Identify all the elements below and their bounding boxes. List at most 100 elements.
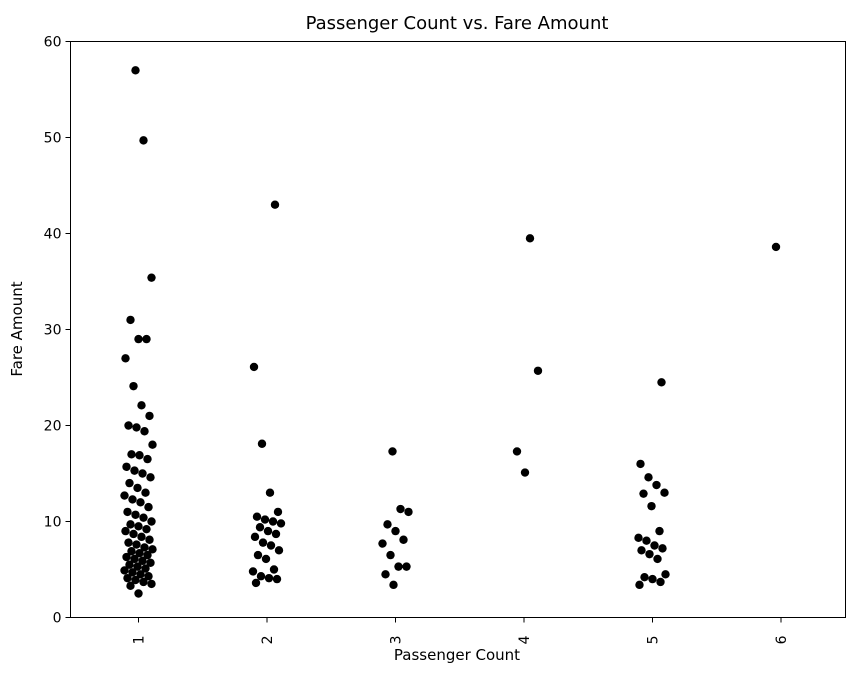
data-point	[645, 549, 654, 559]
data-point	[256, 572, 266, 581]
data-point	[399, 535, 408, 544]
data-point	[386, 550, 395, 560]
data-point	[137, 532, 146, 542]
data-point	[389, 580, 398, 590]
data-point	[272, 574, 282, 584]
data-point	[127, 547, 136, 556]
data-point	[271, 529, 281, 539]
data-point	[402, 562, 411, 571]
data-point	[129, 381, 138, 391]
data-point	[264, 573, 274, 583]
data-point	[660, 488, 669, 497]
y-tick-label: 20	[44, 419, 62, 435]
data-point	[135, 548, 144, 558]
data-point	[383, 520, 392, 529]
data-point	[512, 447, 522, 456]
data-point	[381, 570, 390, 579]
data-point	[134, 589, 143, 598]
data-point	[391, 526, 400, 536]
data-point	[124, 421, 133, 430]
data-point	[125, 560, 134, 569]
data-point	[253, 550, 263, 560]
data-point	[637, 546, 646, 555]
data-point	[135, 451, 144, 460]
data-point	[142, 524, 151, 534]
data-point	[138, 469, 147, 478]
data-point	[657, 378, 666, 387]
data-point	[263, 526, 273, 536]
data-point	[639, 489, 648, 498]
data-point	[134, 522, 143, 531]
data-point	[656, 577, 665, 587]
data-point	[133, 483, 142, 493]
data-point	[636, 459, 645, 469]
data-point	[249, 362, 259, 372]
data-point	[120, 491, 129, 500]
data-point	[650, 541, 659, 550]
x-tick-label: 6	[774, 635, 790, 644]
data-point	[125, 478, 134, 488]
data-point	[252, 512, 262, 521]
data-point	[131, 575, 140, 585]
data-point	[655, 526, 664, 536]
data-point	[652, 480, 661, 490]
data-point	[148, 440, 157, 449]
data-point	[648, 574, 657, 584]
data-point	[148, 545, 157, 554]
data-point	[143, 550, 152, 560]
data-point	[658, 544, 667, 553]
data-point	[142, 334, 151, 344]
data-point	[122, 552, 131, 562]
x-tick-label: 5	[646, 636, 662, 645]
data-point	[260, 515, 270, 524]
data-point	[146, 558, 155, 567]
data-point	[127, 450, 136, 459]
x-tick-label: 1	[132, 636, 148, 645]
data-point	[248, 567, 258, 576]
data-point	[121, 526, 130, 536]
data-point	[131, 66, 140, 75]
data-point	[121, 354, 130, 363]
data-point	[139, 136, 148, 145]
data-point	[133, 562, 142, 571]
data-point	[635, 580, 644, 590]
data-point	[136, 498, 145, 507]
data-point	[533, 366, 543, 375]
data-point	[144, 572, 153, 581]
data-point	[251, 578, 261, 588]
data-point	[265, 488, 275, 497]
data-point	[145, 411, 154, 421]
data-point	[140, 427, 149, 436]
data-point	[634, 533, 643, 543]
data-point	[123, 507, 132, 517]
data-point	[525, 234, 535, 243]
data-point	[147, 273, 156, 282]
data-point	[130, 466, 139, 475]
data-point	[771, 242, 781, 252]
data-point	[250, 532, 260, 542]
data-point	[141, 488, 150, 497]
data-point	[139, 577, 148, 587]
data-point	[653, 554, 662, 564]
data-point	[257, 439, 267, 448]
data-point	[147, 579, 156, 589]
data-point	[137, 401, 146, 410]
y-tick-label: 50	[44, 131, 62, 147]
plot-area-frame	[70, 41, 846, 618]
data-point	[134, 334, 143, 344]
x-tick-label: 3	[389, 636, 405, 645]
data-point	[128, 495, 137, 504]
data-point	[145, 535, 154, 544]
y-tick-label: 0	[53, 611, 62, 627]
data-point	[129, 529, 138, 539]
x-tick-label: 2	[260, 636, 276, 645]
data-point	[268, 517, 278, 526]
data-point	[276, 519, 286, 528]
data-point	[138, 556, 147, 566]
data-point	[144, 502, 153, 512]
data-point	[255, 523, 265, 532]
data-point	[126, 520, 135, 529]
data-point	[120, 566, 129, 575]
data-point	[273, 507, 283, 517]
